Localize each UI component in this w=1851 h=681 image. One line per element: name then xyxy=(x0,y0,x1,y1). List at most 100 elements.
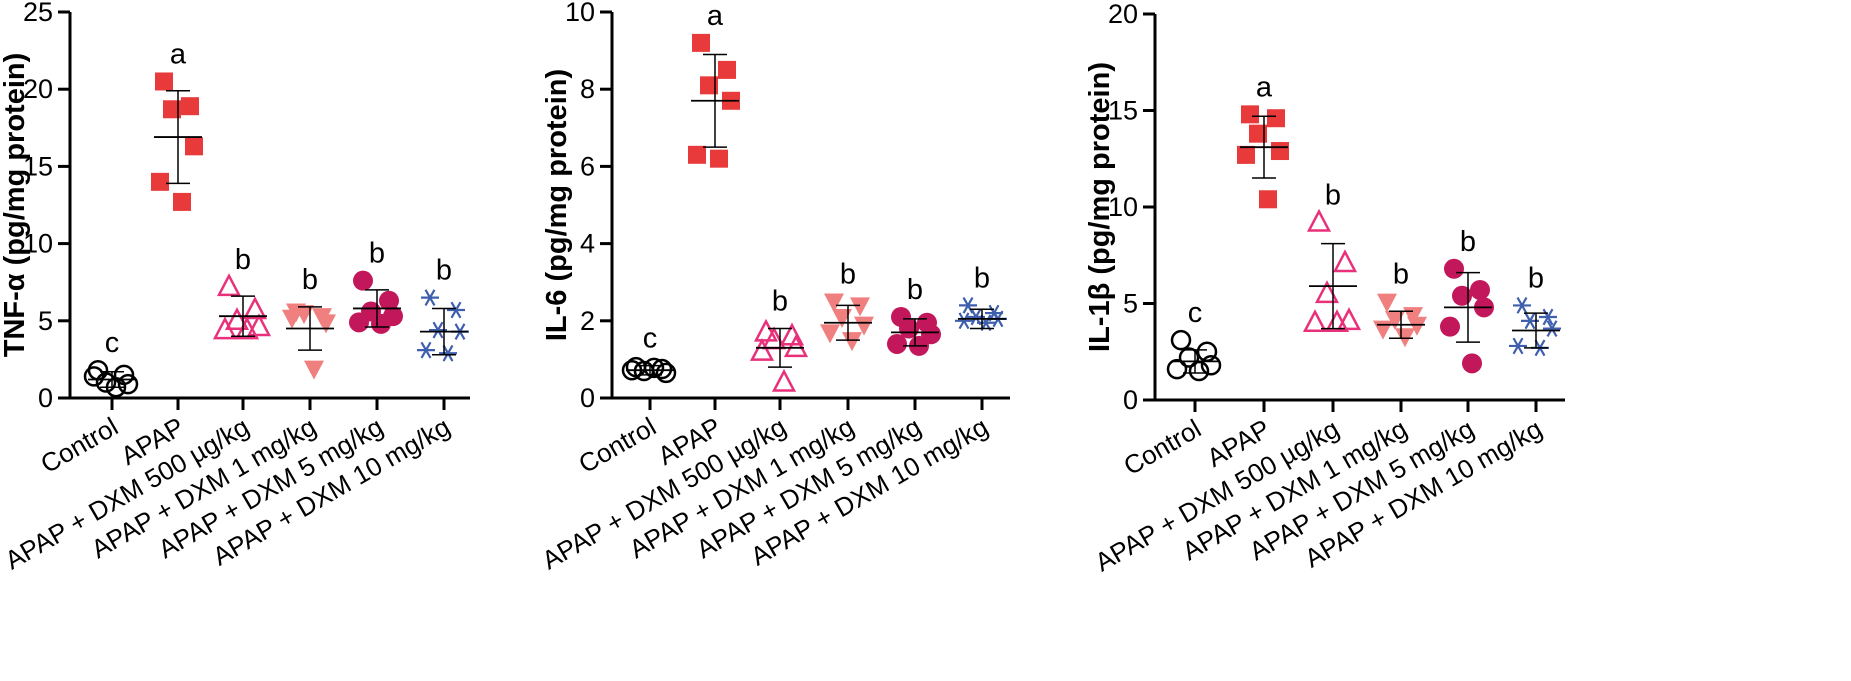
data-point xyxy=(1440,316,1460,337)
data-point xyxy=(379,290,399,311)
y-tick-label: 4 xyxy=(580,229,595,259)
data-point xyxy=(1249,124,1267,143)
data-point xyxy=(1373,320,1393,340)
data-point xyxy=(304,360,324,380)
y-tick-label: 15 xyxy=(23,151,53,181)
data-point xyxy=(1267,109,1285,128)
data-point xyxy=(753,318,779,342)
y-axis-label: IL-1β (pg/mg protein) xyxy=(1084,62,1116,352)
data-point xyxy=(1259,190,1277,209)
y-tick-label: 10 xyxy=(23,229,53,259)
data-point xyxy=(655,362,677,384)
x-tick-label: Control xyxy=(573,411,661,479)
data-point xyxy=(1170,329,1192,351)
data-point xyxy=(887,333,907,354)
data-point xyxy=(1336,307,1362,331)
data-point xyxy=(842,332,862,352)
data-point xyxy=(1302,309,1328,333)
y-axis-label: IL-6 (pg/mg protein) xyxy=(541,69,573,341)
data-point xyxy=(117,373,139,395)
data-point xyxy=(749,337,775,361)
data-point xyxy=(1377,293,1397,313)
data-point xyxy=(1324,309,1350,333)
significance-letter: b xyxy=(772,286,788,318)
x-tick-label: Control xyxy=(35,411,123,479)
significance-letter: b xyxy=(840,259,856,291)
significance-letter: b xyxy=(1325,179,1341,211)
significance-letter: c xyxy=(1188,297,1203,329)
data-point xyxy=(185,137,203,156)
y-tick-label: 15 xyxy=(1108,96,1138,126)
data-point xyxy=(1237,145,1255,164)
significance-letter: c xyxy=(643,323,658,355)
significance-letter: b xyxy=(907,274,923,306)
data-point xyxy=(1178,347,1200,368)
significance-letter: a xyxy=(1256,71,1273,103)
data-point xyxy=(447,301,465,319)
significance-letter: a xyxy=(707,0,724,32)
data-point xyxy=(692,33,710,52)
y-tick-label: 8 xyxy=(580,74,595,104)
data-point xyxy=(688,145,706,164)
data-point xyxy=(83,366,105,387)
y-tick-label: 0 xyxy=(38,383,53,413)
data-point xyxy=(824,293,844,313)
data-point xyxy=(832,308,852,328)
data-point xyxy=(959,296,977,314)
data-point xyxy=(224,307,250,331)
y-tick-label: 0 xyxy=(1123,385,1138,415)
data-point xyxy=(353,270,373,291)
significance-letter: b xyxy=(974,262,990,294)
data-point xyxy=(850,297,870,317)
significance-letter: c xyxy=(105,327,120,359)
data-point xyxy=(710,149,728,168)
data-point xyxy=(1314,280,1340,304)
data-point xyxy=(783,334,809,358)
data-point xyxy=(151,172,169,191)
data-point xyxy=(1271,142,1289,161)
significance-letter: b xyxy=(235,244,251,276)
chart-panel-2: 0 2 4 6 8 10 IL-6 (pg/mg protein) Control cAPAPa… xyxy=(537,0,1010,575)
significance-letter: a xyxy=(170,38,187,70)
data-point xyxy=(95,372,117,393)
data-point xyxy=(1385,310,1405,330)
data-point xyxy=(1543,320,1561,337)
significance-letter: b xyxy=(436,255,452,287)
y-tick-label: 5 xyxy=(1123,289,1138,319)
data-point xyxy=(155,72,173,91)
y-tick-label: 2 xyxy=(580,306,595,336)
data-point xyxy=(371,313,391,334)
significance-letter: b xyxy=(369,238,385,270)
data-point xyxy=(242,296,268,320)
data-point xyxy=(1539,308,1557,326)
y-axis-label: TNF-α (pg/mg protein) xyxy=(0,53,31,358)
data-point xyxy=(700,76,718,95)
data-point xyxy=(771,368,797,392)
data-point xyxy=(643,357,665,379)
significance-letter: b xyxy=(1393,259,1409,291)
data-point xyxy=(955,312,973,330)
group-6: APAP + DXM 10 mg/kgb xyxy=(1299,262,1561,573)
data-point xyxy=(349,312,369,333)
significance-letter: b xyxy=(1460,226,1476,258)
data-point xyxy=(718,60,736,79)
data-point xyxy=(181,97,199,116)
data-point xyxy=(1444,258,1464,279)
data-point xyxy=(1470,279,1490,300)
data-point xyxy=(212,316,238,340)
group-6: APAP + DXM 10 mg/kgb xyxy=(207,255,469,571)
data-point xyxy=(1200,355,1222,376)
y-tick-label: 6 xyxy=(580,151,595,181)
significance-letter: b xyxy=(302,264,318,296)
data-point xyxy=(899,318,919,339)
x-tick-label: Control xyxy=(1118,413,1206,481)
data-point xyxy=(1166,358,1188,380)
data-point xyxy=(439,344,457,362)
y-tick-label: 20 xyxy=(1108,0,1138,29)
